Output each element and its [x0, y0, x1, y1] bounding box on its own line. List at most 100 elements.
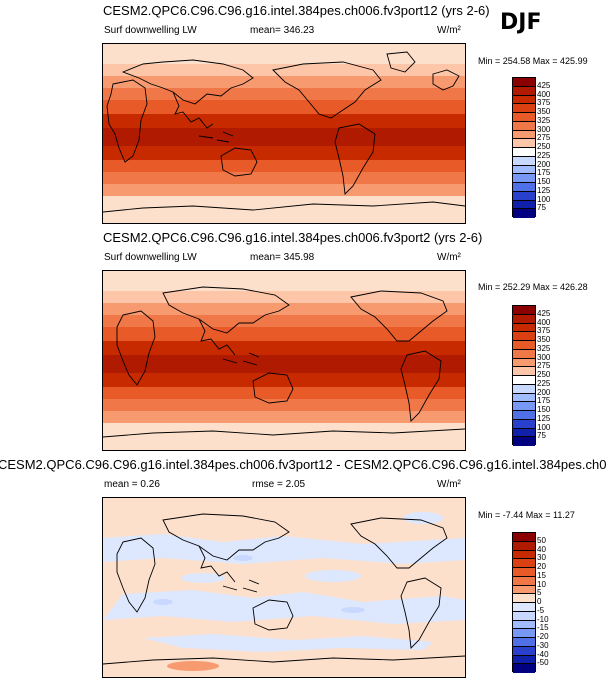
panel1-mean: mean= 346.23: [250, 25, 315, 36]
colorbar-label: 300: [537, 124, 551, 134]
panel2-variable: Surf downwelling LW: [104, 252, 197, 263]
panel1-map: [102, 43, 466, 224]
colorbar-swatch: [513, 376, 535, 385]
colorbar-label: 0: [537, 597, 542, 606]
season-label: DJF: [500, 10, 542, 35]
colorbar-label: 150: [537, 405, 551, 414]
colorbar-label: 375: [537, 98, 551, 108]
panel3-units: W/m²: [437, 479, 461, 490]
colorbar-label: 20: [537, 562, 546, 571]
colorbar-swatch: [513, 314, 535, 324]
colorbar-label: 200: [537, 387, 551, 397]
colorbar-swatch: [513, 341, 535, 350]
coastlines: [103, 286, 465, 438]
coastlines: [103, 51, 465, 213]
coastlines: [103, 513, 465, 665]
colorbar-label: 425: [537, 308, 551, 318]
colorbar-label: 175: [537, 396, 551, 406]
colorbar-swatch: [513, 646, 535, 656]
colorbar-swatch: [513, 121, 535, 131]
colorbar-label: 175: [537, 168, 551, 178]
colorbar-label: 275: [537, 133, 551, 143]
colorbar-swatch: [513, 200, 535, 210]
colorbar-label: 425: [537, 80, 551, 90]
colorbar-label: 100: [537, 194, 551, 204]
colorbar-swatch: [513, 209, 535, 218]
colorbar-label: 125: [537, 185, 551, 195]
colorbar-swatch: [513, 428, 535, 438]
colorbar-swatch: [513, 95, 535, 105]
panel3-map: [102, 497, 466, 678]
colorbar-swatch: [513, 576, 535, 586]
colorbar-swatch: [513, 655, 535, 665]
colorbar-swatch: [513, 402, 535, 411]
colorbar-label: -20: [537, 632, 549, 641]
colorbar-swatch: [513, 559, 535, 568]
colorbar-swatch: [513, 594, 535, 603]
colorbar-swatch: [513, 550, 535, 560]
panel3-mean: mean = 0.26: [104, 479, 160, 490]
panel3-minmax: Min = -7.44 Max = 11.27: [478, 510, 575, 520]
colorbar-label: 275: [537, 361, 551, 371]
colorbar-label: -15: [537, 623, 549, 633]
panel1-colorbar: [512, 77, 536, 218]
panel1-title: CESM2.QPC6.C96.C96.g16.intel.384pes.ch00…: [103, 3, 490, 18]
colorbar-swatch: [513, 113, 535, 122]
panel3-title: CESM2.QPC6.C96.C96.g16.intel.384pes.ch00…: [0, 457, 607, 472]
colorbar-swatch: [513, 323, 535, 333]
colorbar-label: 75: [537, 203, 546, 213]
colorbar-swatch: [513, 638, 535, 647]
colorbar-swatch: [513, 568, 535, 577]
colorbar-label: 150: [537, 177, 551, 186]
colorbar-label: 15: [537, 570, 546, 580]
panel2-mean: mean= 345.98: [250, 252, 315, 263]
colorbar-label: 300: [537, 352, 551, 362]
colorbar-label: -5: [537, 605, 545, 615]
colorbar-label: 250: [537, 370, 551, 379]
panel1-units: W/m²: [437, 25, 461, 36]
panel2-minmax: Min = 252.29 Max = 426.28: [478, 282, 588, 292]
colorbar-swatch: [513, 393, 535, 403]
colorbar-swatch: [513, 148, 535, 157]
colorbar-label: -10: [537, 614, 549, 624]
colorbar-label: 325: [537, 343, 551, 353]
colorbar-label: 100: [537, 422, 551, 432]
colorbar-swatch: [513, 419, 535, 429]
colorbar-label: 200: [537, 159, 551, 169]
colorbar-swatch: [513, 139, 535, 148]
colorbar-swatch: [513, 541, 535, 551]
colorbar-label: 30: [537, 553, 546, 563]
panel1-minmax: Min = 254.58 Max = 425.99: [478, 56, 588, 66]
colorbar-swatch: [513, 611, 535, 621]
colorbar-swatch: [513, 165, 535, 175]
field-bands: [103, 271, 465, 450]
colorbar-label: 75: [537, 431, 546, 441]
colorbar-label: 50: [537, 535, 546, 545]
colorbar-swatch: [513, 332, 535, 341]
colorbar-swatch: [513, 130, 535, 140]
colorbar-swatch: [513, 156, 535, 166]
colorbar-swatch: [513, 78, 535, 87]
colorbar-swatch: [513, 358, 535, 368]
colorbar-label: 400: [537, 317, 551, 327]
colorbar-swatch: [513, 104, 535, 113]
panel2-map: [102, 270, 466, 451]
colorbar-swatch: [513, 620, 535, 630]
colorbar-label: 350: [537, 335, 551, 344]
colorbar-label: 225: [537, 150, 551, 160]
colorbar-label: -30: [537, 640, 549, 650]
panel3-colorbar: [512, 532, 536, 673]
colorbar-swatch: [513, 183, 535, 192]
colorbar-swatch: [513, 664, 535, 673]
colorbar-swatch: [513, 384, 535, 394]
colorbar-label: 125: [537, 413, 551, 423]
colorbar-label: 375: [537, 326, 551, 336]
panel2-units: W/m²: [437, 252, 461, 263]
colorbar-swatch: [513, 349, 535, 359]
colorbar-swatch: [513, 174, 535, 183]
colorbar-swatch: [513, 603, 535, 612]
colorbar-label: 400: [537, 89, 551, 99]
colorbar-swatch: [513, 306, 535, 315]
colorbar-label: 250: [537, 142, 551, 151]
colorbar-swatch: [513, 533, 535, 542]
